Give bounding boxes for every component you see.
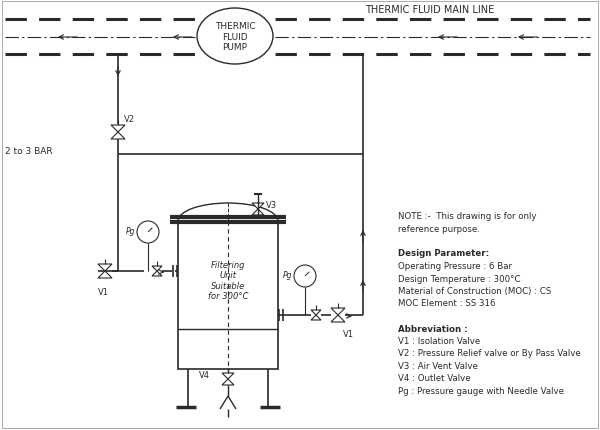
Text: V4 : Outlet Valve: V4 : Outlet Valve xyxy=(398,374,470,383)
Polygon shape xyxy=(311,315,321,320)
Circle shape xyxy=(137,221,159,243)
Text: Operating Pressure : 6 Bar: Operating Pressure : 6 Bar xyxy=(398,261,512,270)
Text: V2 : Pressure Relief valve or By Pass Valve: V2 : Pressure Relief valve or By Pass Va… xyxy=(398,349,581,358)
Polygon shape xyxy=(222,373,234,379)
Polygon shape xyxy=(111,133,125,140)
Text: THERMIC
FLUID
PUMP: THERMIC FLUID PUMP xyxy=(215,22,256,52)
Text: Pg: Pg xyxy=(125,226,135,235)
Text: Abbreviation :: Abbreviation : xyxy=(398,324,467,333)
Polygon shape xyxy=(331,308,345,315)
Text: V2: V2 xyxy=(124,115,135,124)
Text: 2 to 3 BAR: 2 to 3 BAR xyxy=(5,147,53,156)
Polygon shape xyxy=(98,264,112,271)
Text: V1: V1 xyxy=(98,287,109,296)
Polygon shape xyxy=(252,203,264,209)
Bar xyxy=(178,221,278,369)
Text: Design Temperature : 300°C: Design Temperature : 300°C xyxy=(398,274,521,283)
Text: Filtering
Unit
Suitable
for 300°C: Filtering Unit Suitable for 300°C xyxy=(208,260,248,301)
Text: V1 : Isolation Valve: V1 : Isolation Valve xyxy=(398,336,480,345)
Circle shape xyxy=(294,265,316,287)
Polygon shape xyxy=(111,126,125,133)
Text: reference purpose.: reference purpose. xyxy=(398,224,480,233)
Text: V3 : Air Vent Valve: V3 : Air Vent Valve xyxy=(398,361,478,370)
Polygon shape xyxy=(152,266,162,271)
Text: Pg: Pg xyxy=(283,270,292,279)
Polygon shape xyxy=(311,310,321,315)
Text: NOTE :-  This drawing is for only: NOTE :- This drawing is for only xyxy=(398,212,536,221)
Text: Design Parameter:: Design Parameter: xyxy=(398,249,489,258)
Polygon shape xyxy=(222,379,234,385)
Text: Material of Construction (MOC) : CS: Material of Construction (MOC) : CS xyxy=(398,286,551,295)
Polygon shape xyxy=(252,209,264,215)
Text: MOC Element : SS 316: MOC Element : SS 316 xyxy=(398,299,496,308)
Text: Pg : Pressure gauge with Needle Valve: Pg : Pressure gauge with Needle Valve xyxy=(398,386,564,395)
Ellipse shape xyxy=(197,9,273,65)
Polygon shape xyxy=(152,271,162,276)
Text: V4: V4 xyxy=(199,371,210,380)
Polygon shape xyxy=(98,271,112,278)
Text: V1: V1 xyxy=(343,329,354,338)
Text: V3: V3 xyxy=(266,200,277,209)
Text: THERMIC FLUID MAIN LINE: THERMIC FLUID MAIN LINE xyxy=(365,5,494,15)
Polygon shape xyxy=(331,315,345,322)
